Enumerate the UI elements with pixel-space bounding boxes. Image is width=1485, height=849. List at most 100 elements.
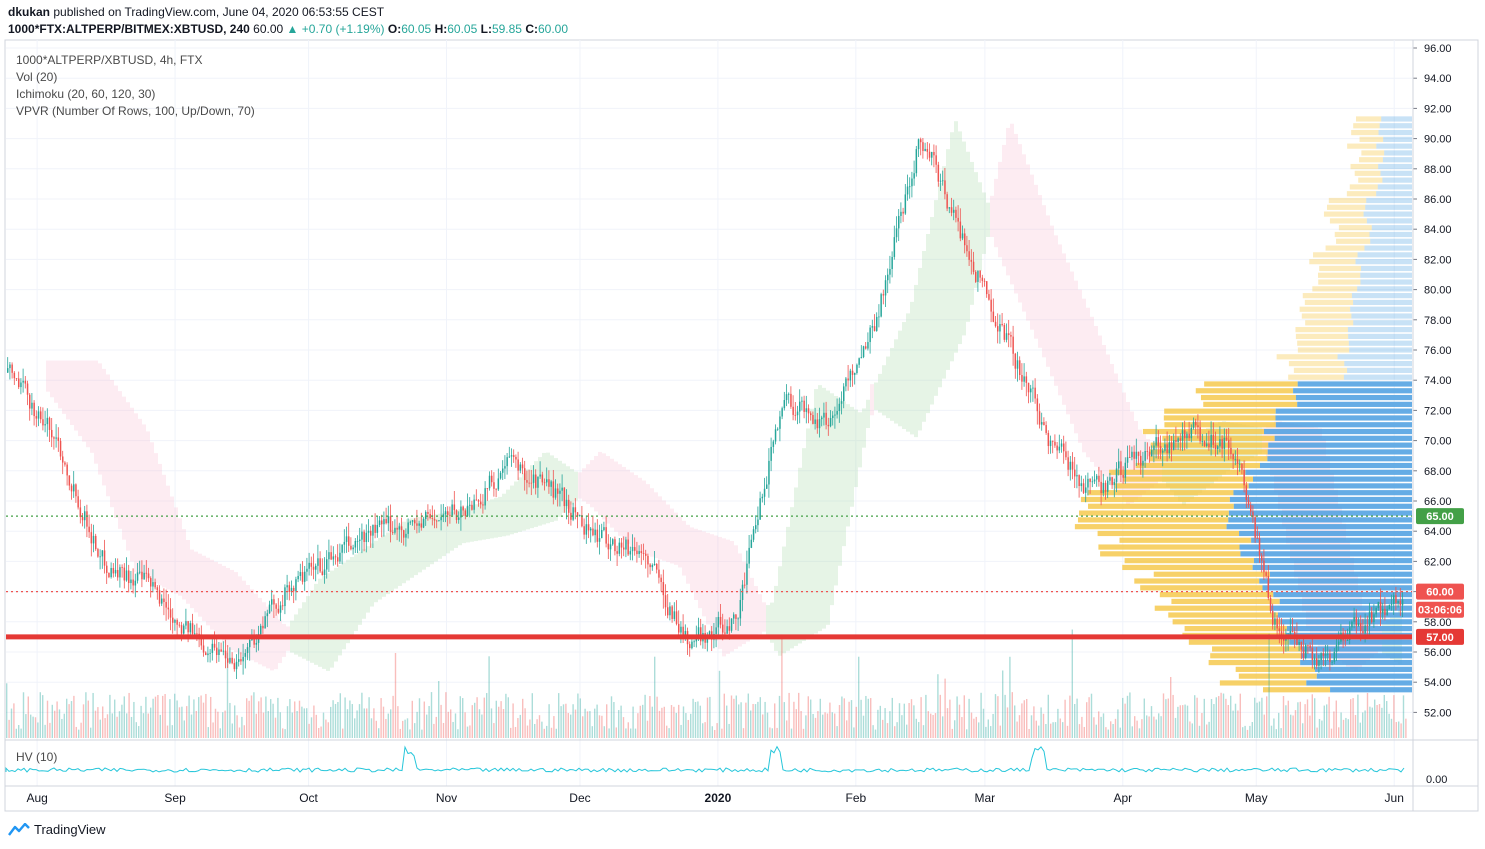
legend-vol[interactable]: Vol (20)	[16, 70, 58, 84]
candle-body	[398, 526, 401, 530]
volume-bar	[1366, 692, 1369, 738]
volume-bar	[274, 717, 277, 738]
volume-bar	[262, 712, 265, 738]
volume-bar	[332, 700, 334, 738]
volume-bar	[956, 696, 958, 738]
volume-bar	[1249, 725, 1251, 738]
price-axis[interactable]: 96.0094.0092.0090.0088.0086.0084.0082.00…	[1412, 40, 1452, 811]
candle-body	[1120, 461, 1122, 475]
volume-bar	[565, 703, 567, 738]
volume-bar	[870, 698, 872, 738]
vpvr-bar-down	[1295, 394, 1412, 401]
cloud-segment	[566, 466, 570, 509]
volume-bar	[992, 713, 994, 738]
volume-bar	[1299, 701, 1301, 738]
legend-ichimoku[interactable]: Ichimoku (20, 60, 120, 30)	[16, 87, 156, 101]
candle-body	[20, 382, 22, 388]
cloud-segment	[666, 504, 670, 563]
volume-bar	[510, 727, 512, 738]
close-label: C:	[525, 22, 538, 36]
candle-body	[783, 400, 786, 409]
candle-body	[999, 324, 1001, 332]
candle-body	[1190, 427, 1193, 439]
candle-body	[1102, 482, 1105, 494]
candle-body	[469, 504, 471, 506]
volume-bar	[1122, 697, 1124, 738]
candle-body	[37, 411, 40, 419]
cloud-segment	[1034, 184, 1038, 339]
candle-body	[574, 507, 577, 513]
cloud-segment	[894, 339, 898, 424]
volume-bar	[1203, 698, 1205, 738]
candle-body	[9, 364, 11, 369]
vpvr-bar-up	[1079, 510, 1229, 516]
volume-bar	[452, 721, 454, 738]
candle-body	[1058, 446, 1061, 451]
hv-label[interactable]: HV (10)	[16, 750, 58, 764]
vpvr-bar-down	[1233, 490, 1412, 496]
cloud-segment	[210, 559, 214, 630]
volume-bar	[399, 728, 401, 738]
candle-body	[290, 587, 293, 593]
volume-bar	[805, 715, 807, 738]
candle-body	[326, 559, 328, 570]
cloud-segment	[170, 496, 174, 592]
volume-bar	[572, 704, 574, 738]
volume-bar	[882, 719, 884, 738]
candle-body	[1201, 441, 1204, 442]
volume-bar	[1290, 714, 1292, 738]
candle-body	[1377, 601, 1380, 608]
vpvr-bar-up	[1351, 129, 1379, 136]
footer-brand[interactable]: TradingView	[8, 822, 106, 837]
candle-body	[902, 211, 904, 214]
volume-bar	[111, 713, 113, 738]
volume-bar	[291, 712, 293, 738]
candle-body	[909, 186, 911, 188]
candle-body	[491, 475, 493, 483]
author[interactable]: dkukan	[8, 5, 51, 19]
candle-body	[464, 510, 467, 516]
volume-bar	[738, 704, 740, 738]
volume-bar	[1018, 715, 1021, 738]
volume-bar	[699, 705, 701, 738]
volume-bar	[32, 716, 34, 738]
volume-bar	[673, 706, 675, 738]
cloud-segment	[1030, 174, 1034, 330]
cloud-segment	[458, 509, 462, 546]
vpvr-bar-down	[1380, 170, 1412, 176]
volume-bar	[1158, 713, 1160, 738]
volume-bar	[344, 697, 346, 738]
volume-bar	[1028, 728, 1030, 738]
candle-body	[770, 446, 772, 461]
volume-bar	[78, 729, 80, 738]
vpvr-bar-down	[1348, 333, 1412, 340]
candle-body	[1278, 628, 1281, 632]
volume-bar	[649, 696, 651, 738]
candle-body	[532, 474, 535, 483]
vpvr-bar-up	[1293, 367, 1348, 373]
legend-vpvr[interactable]: VPVR (Number Of Rows, 100, Up/Down, 70)	[16, 104, 255, 118]
volume-bar	[270, 699, 272, 738]
open-label: O:	[387, 22, 402, 36]
candle-body	[337, 557, 339, 562]
volume-bar	[416, 711, 418, 738]
cloud-segment	[746, 569, 750, 642]
time-axis[interactable]: Aug Sep Oct Nov Dec 2020 Feb Mar Apr May Jun	[5, 785, 1478, 805]
vpvr-bar-up	[1219, 680, 1307, 686]
volume-bar	[853, 727, 855, 738]
volume-bar	[330, 706, 332, 738]
candle-body	[1373, 614, 1375, 623]
volume-bar	[1160, 716, 1162, 738]
volume-bar	[783, 702, 785, 738]
volume-bar	[1273, 718, 1275, 738]
volume-bar	[152, 698, 154, 738]
candle-body	[594, 529, 596, 536]
cloud-segment	[130, 407, 134, 562]
candle-body	[187, 621, 189, 633]
candle-body	[97, 549, 99, 557]
cloud-segment	[82, 360, 86, 442]
cloud-segment	[754, 586, 758, 637]
volume-bar	[584, 708, 586, 738]
volume-bar	[171, 725, 173, 738]
